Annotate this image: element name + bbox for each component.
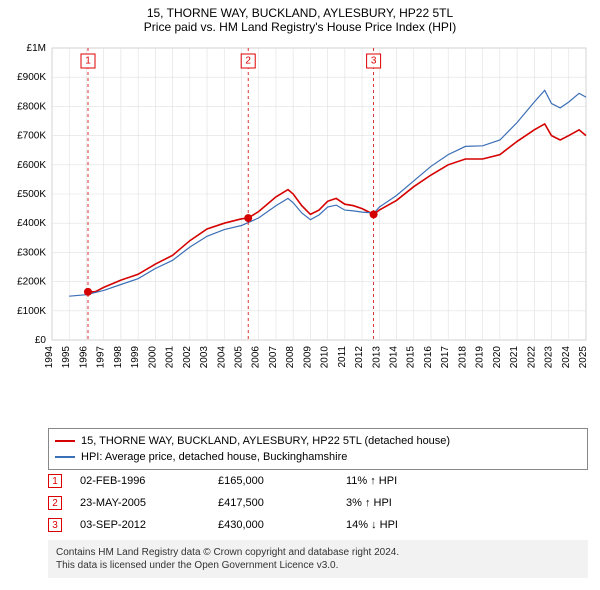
- x-tick-label: 1997: [96, 346, 107, 369]
- attribution-line2: This data is licensed under the Open Gov…: [56, 559, 580, 572]
- event-dot-3: [370, 210, 378, 218]
- x-tick-label: 2023: [544, 346, 555, 369]
- y-tick-label: £200K: [17, 277, 46, 288]
- x-tick-label: 2017: [440, 346, 451, 369]
- chart-title-block: 15, THORNE WAY, BUCKLAND, AYLESBURY, HP2…: [0, 0, 600, 36]
- x-tick-label: 2018: [457, 346, 468, 369]
- x-tick-label: 2010: [320, 346, 331, 369]
- y-tick-label: £0: [35, 335, 47, 346]
- x-tick-label: 2024: [561, 346, 572, 369]
- y-tick-label: £100K: [17, 306, 46, 317]
- x-tick-label: 2021: [509, 346, 520, 369]
- chart-plot-area: £0£100K£200K£300K£400K£500K£600K£700K£80…: [48, 44, 588, 384]
- x-tick-label: 2005: [233, 346, 244, 369]
- event-marker-2: 2: [48, 496, 62, 510]
- event-price-3: £430,000: [218, 519, 328, 531]
- x-tick-label: 1996: [78, 346, 89, 369]
- x-tick-label: 2003: [199, 346, 210, 369]
- y-tick-label: £500K: [17, 189, 46, 200]
- x-tick-label: 2015: [406, 346, 417, 369]
- x-tick-label: 2001: [165, 346, 176, 369]
- events-table: 1 02-FEB-1996 £165,000 11% ↑ HPI 2 23-MA…: [48, 470, 588, 536]
- event-price-2: £417,500: [218, 497, 328, 509]
- y-tick-label: £300K: [17, 247, 46, 258]
- legend-label-price-paid: 15, THORNE WAY, BUCKLAND, AYLESBURY, HP2…: [81, 435, 450, 447]
- event-marker-1: 1: [48, 474, 62, 488]
- event-row-3: 3 03-SEP-2012 £430,000 14% ↓ HPI: [48, 514, 588, 536]
- event-delta-2: 3% ↑ HPI: [346, 497, 466, 509]
- event-box-label-2: 2: [245, 56, 251, 67]
- attribution-line1: Contains HM Land Registry data © Crown c…: [56, 546, 580, 559]
- event-dot-2: [244, 214, 252, 222]
- event-box-label-3: 3: [371, 56, 377, 67]
- legend-row-price-paid: 15, THORNE WAY, BUCKLAND, AYLESBURY, HP2…: [55, 433, 581, 449]
- x-tick-label: 1995: [61, 346, 72, 369]
- y-tick-label: £800K: [17, 101, 46, 112]
- y-tick-label: £700K: [17, 131, 46, 142]
- y-tick-label: £600K: [17, 160, 46, 171]
- x-tick-label: 2013: [371, 346, 382, 369]
- x-tick-label: 1994: [44, 346, 55, 369]
- x-tick-label: 2000: [147, 346, 158, 369]
- legend-label-hpi: HPI: Average price, detached house, Buck…: [81, 451, 347, 463]
- event-date-3: 03-SEP-2012: [80, 519, 200, 531]
- y-tick-label: £1M: [27, 43, 46, 54]
- legend-box: 15, THORNE WAY, BUCKLAND, AYLESBURY, HP2…: [48, 428, 588, 470]
- x-tick-label: 2006: [251, 346, 262, 369]
- x-tick-label: 2025: [578, 346, 589, 369]
- x-tick-label: 2016: [423, 346, 434, 369]
- event-date-1: 02-FEB-1996: [80, 475, 200, 487]
- x-tick-label: 2014: [389, 346, 400, 369]
- x-tick-label: 2019: [475, 346, 486, 369]
- legend-swatch-hpi: [55, 456, 75, 458]
- event-row-2: 2 23-MAY-2005 £417,500 3% ↑ HPI: [48, 492, 588, 514]
- x-tick-label: 2011: [337, 346, 348, 368]
- event-box-label-1: 1: [85, 56, 91, 67]
- x-tick-label: 2022: [526, 346, 537, 369]
- x-tick-label: 2009: [302, 346, 313, 369]
- x-tick-label: 2007: [268, 346, 279, 369]
- y-tick-label: £400K: [17, 218, 46, 229]
- event-delta-1: 11% ↑ HPI: [346, 475, 466, 487]
- event-date-2: 23-MAY-2005: [80, 497, 200, 509]
- event-row-1: 1 02-FEB-1996 £165,000 11% ↑ HPI: [48, 470, 588, 492]
- x-tick-label: 1998: [113, 346, 124, 369]
- event-delta-3: 14% ↓ HPI: [346, 519, 466, 531]
- chart-svg: £0£100K£200K£300K£400K£500K£600K£700K£80…: [48, 44, 588, 384]
- chart-title-line2: Price paid vs. HM Land Registry's House …: [0, 20, 600, 34]
- x-tick-label: 2008: [285, 346, 296, 369]
- legend-swatch-price-paid: [55, 440, 75, 442]
- x-tick-label: 2012: [354, 346, 365, 369]
- attribution-box: Contains HM Land Registry data © Crown c…: [48, 540, 588, 578]
- y-tick-label: £900K: [17, 72, 46, 83]
- x-tick-label: 2020: [492, 346, 503, 369]
- legend-row-hpi: HPI: Average price, detached house, Buck…: [55, 449, 581, 465]
- x-tick-label: 1999: [130, 346, 141, 369]
- event-marker-3: 3: [48, 518, 62, 532]
- event-price-1: £165,000: [218, 475, 328, 487]
- x-tick-label: 2002: [182, 346, 193, 369]
- chart-title-line1: 15, THORNE WAY, BUCKLAND, AYLESBURY, HP2…: [0, 6, 600, 20]
- event-dot-1: [84, 288, 92, 296]
- x-tick-label: 2004: [216, 346, 227, 369]
